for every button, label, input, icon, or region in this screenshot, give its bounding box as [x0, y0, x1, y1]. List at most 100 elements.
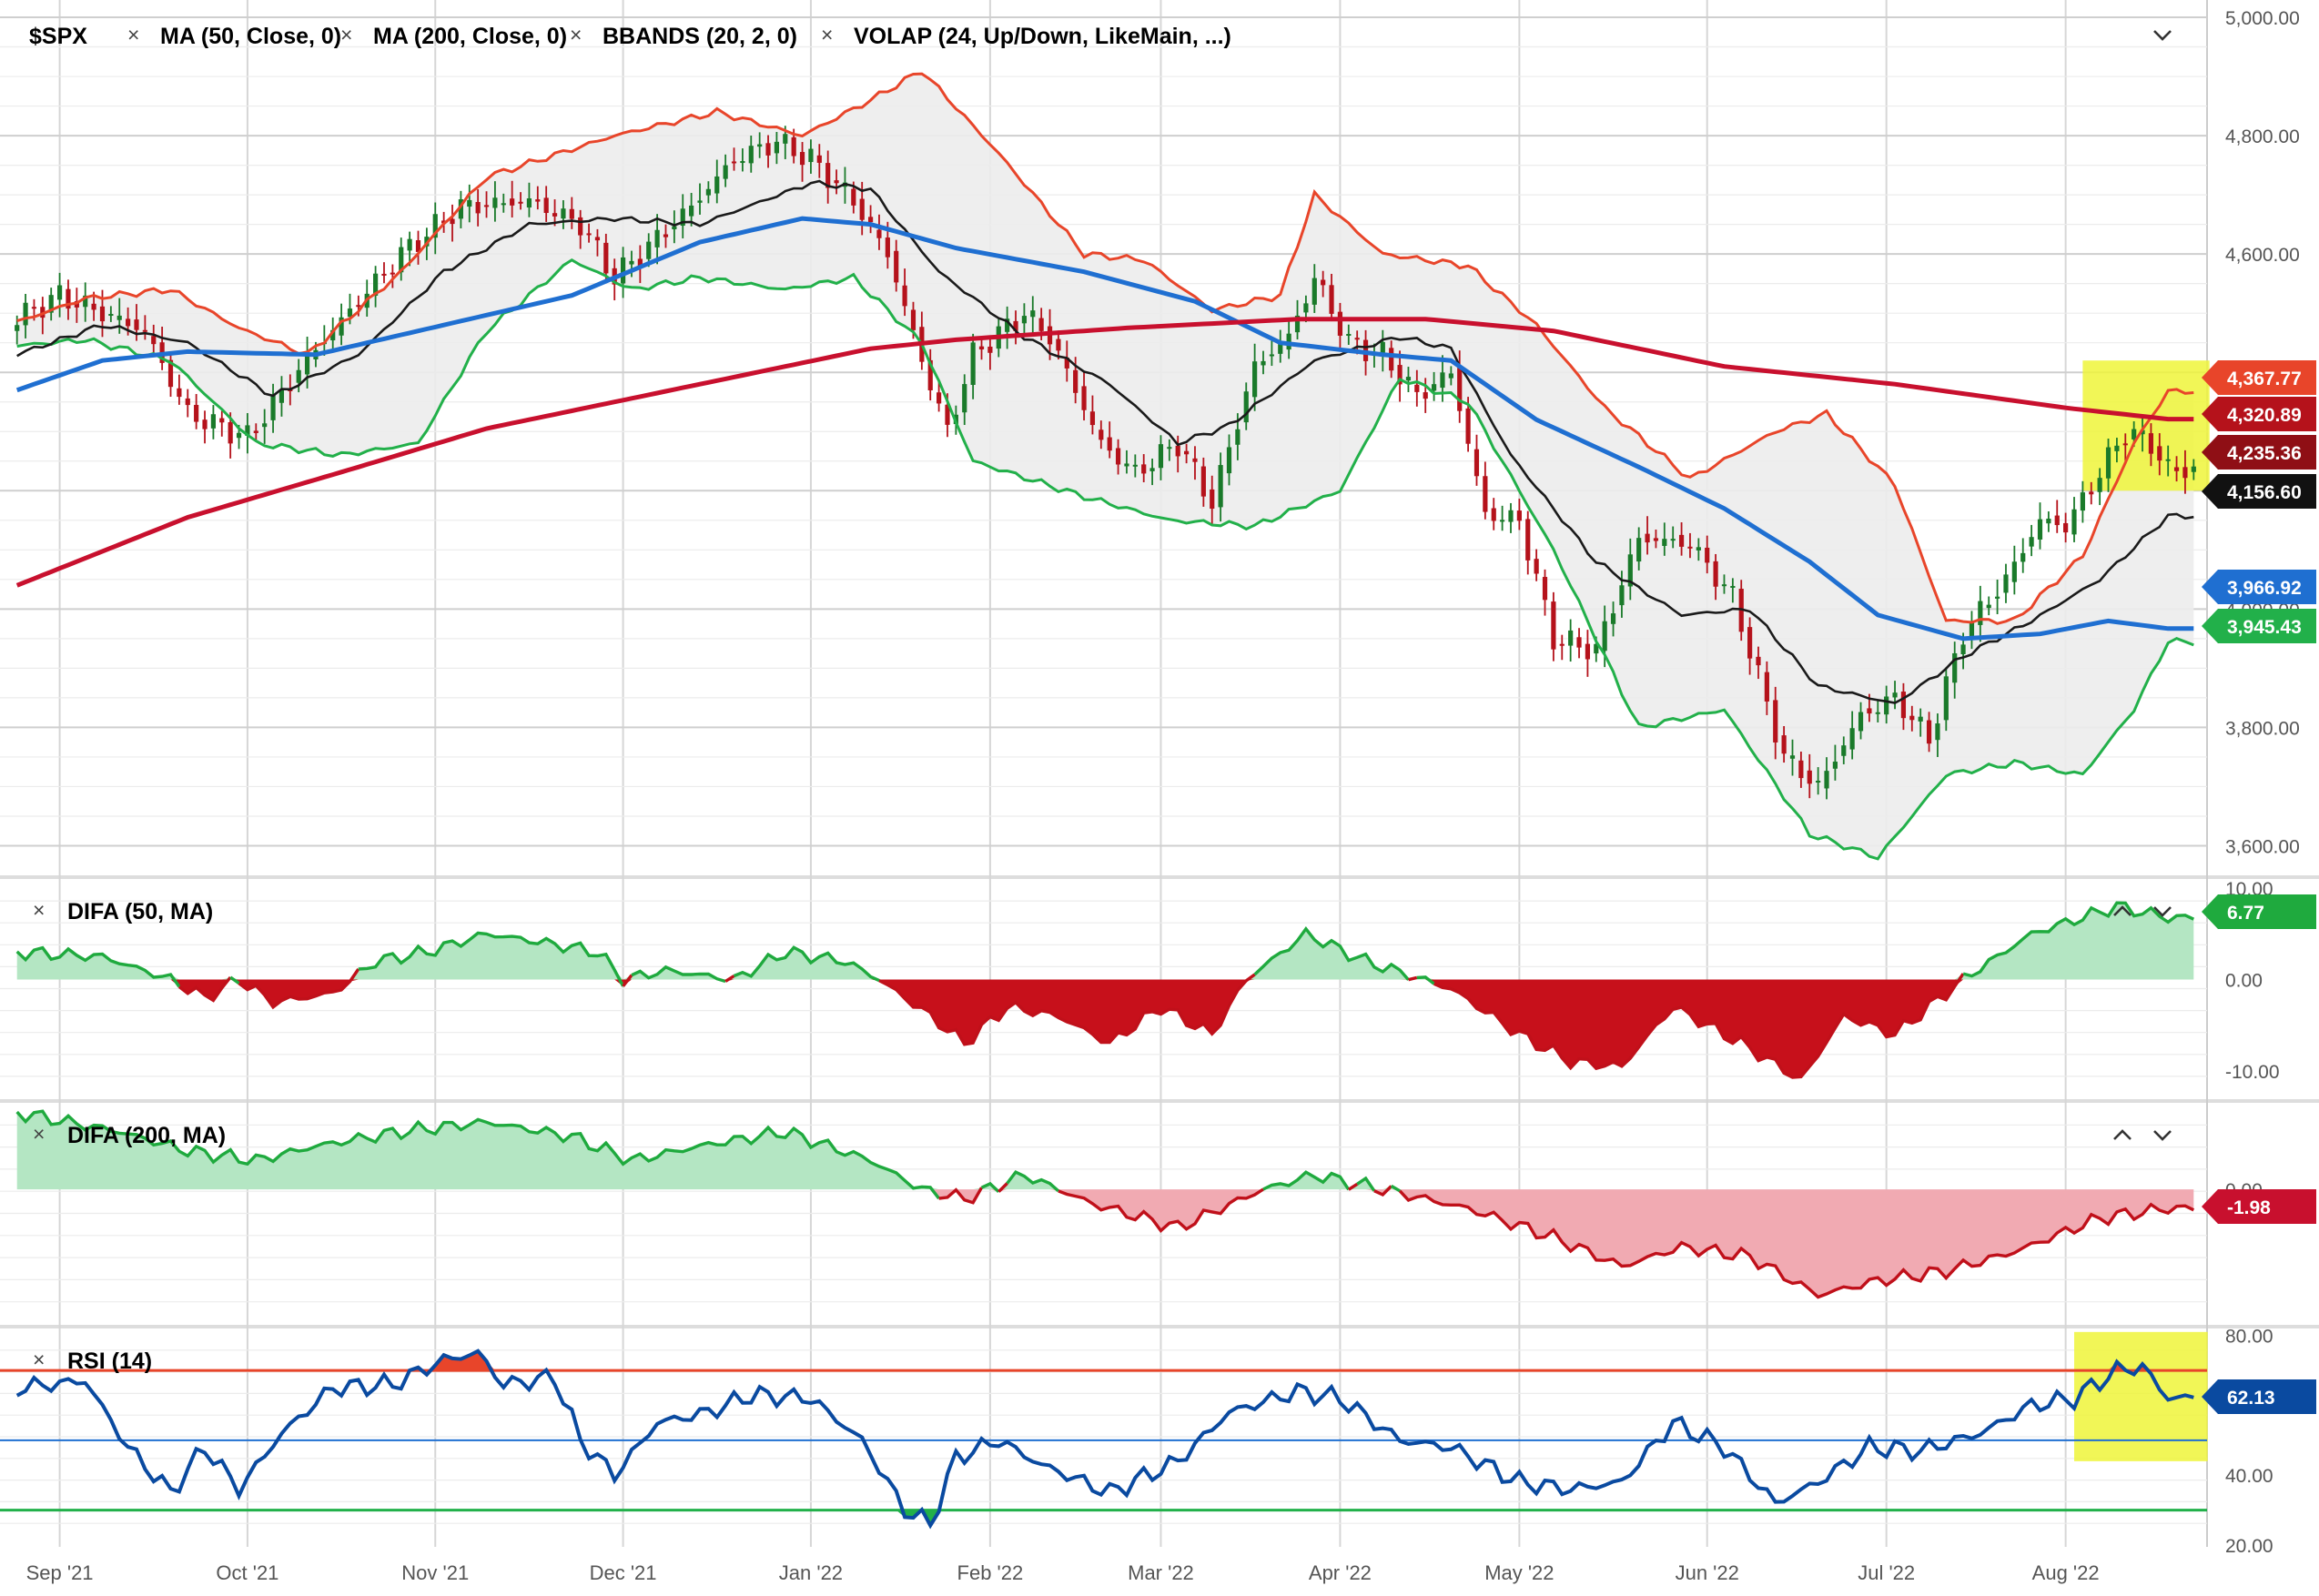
candle[interactable] — [1841, 736, 1847, 764]
candle[interactable] — [978, 338, 985, 360]
legend-item[interactable]: × VOLAP (24, Up/Down, LikeMain, ...) — [821, 23, 1231, 49]
close-icon[interactable]: × — [570, 23, 582, 46]
pane-divider[interactable] — [0, 875, 2319, 879]
candle[interactable] — [415, 230, 421, 265]
candle[interactable] — [834, 169, 839, 195]
close-icon[interactable]: × — [33, 1348, 45, 1371]
candle[interactable] — [1978, 585, 1983, 642]
candle[interactable] — [262, 409, 268, 444]
chevron-down-icon[interactable] — [2153, 1130, 2172, 1141]
candle[interactable] — [1670, 526, 1676, 549]
candle[interactable] — [390, 264, 395, 288]
candle[interactable] — [1721, 574, 1727, 594]
candle[interactable] — [825, 150, 831, 204]
candle[interactable] — [637, 245, 643, 284]
candle[interactable] — [697, 183, 703, 215]
candle[interactable] — [2037, 502, 2043, 550]
candle[interactable] — [1278, 329, 1283, 363]
candle[interactable] — [2165, 445, 2171, 477]
chevron-down-icon[interactable] — [2153, 906, 2172, 917]
candle[interactable] — [1986, 596, 1991, 616]
candle[interactable] — [518, 192, 523, 210]
candle[interactable] — [475, 188, 481, 227]
candle[interactable] — [483, 191, 490, 218]
candle[interactable] — [987, 336, 993, 370]
difa50-pane-title[interactable]: × DIFA (50, MA) — [33, 898, 2172, 924]
legend-item[interactable]: × MA (50, Close, 0) — [127, 23, 341, 49]
candle[interactable] — [1311, 264, 1317, 313]
candle[interactable] — [1576, 628, 1582, 659]
candle[interactable] — [876, 214, 882, 250]
candle[interactable] — [1261, 350, 1266, 375]
candle[interactable] — [672, 210, 677, 244]
candle[interactable] — [1210, 475, 1215, 525]
candle[interactable] — [1884, 685, 1889, 724]
candle[interactable] — [1423, 378, 1428, 413]
candle[interactable] — [116, 298, 122, 334]
candle[interactable] — [1175, 435, 1180, 473]
candle[interactable] — [1405, 367, 1412, 393]
candle[interactable] — [1508, 502, 1514, 533]
candle[interactable] — [1764, 661, 1769, 715]
candle[interactable] — [1525, 510, 1531, 575]
candle[interactable] — [177, 374, 182, 405]
candle[interactable] — [594, 228, 601, 257]
candle[interactable] — [1875, 700, 1880, 722]
candle[interactable] — [1773, 686, 1778, 760]
candle[interactable] — [1158, 435, 1164, 480]
candle[interactable] — [2080, 480, 2085, 523]
candle[interactable] — [1457, 350, 1463, 423]
candle[interactable] — [2011, 545, 2017, 595]
candle[interactable] — [2157, 433, 2162, 476]
candle[interactable] — [194, 394, 199, 429]
candle[interactable] — [1542, 569, 1548, 616]
candle[interactable] — [1218, 452, 1223, 522]
candle[interactable] — [2097, 468, 2102, 506]
candle[interactable] — [1824, 757, 1829, 800]
close-icon[interactable]: × — [33, 898, 45, 922]
candle[interactable] — [1892, 681, 1898, 710]
candle[interactable] — [1926, 712, 1932, 753]
candle[interactable] — [962, 374, 967, 426]
candle[interactable] — [902, 268, 907, 317]
pane-divider[interactable] — [0, 1325, 2319, 1328]
candle[interactable] — [1081, 372, 1087, 421]
candle[interactable] — [1346, 324, 1352, 345]
candle[interactable] — [1636, 527, 1642, 571]
candle[interactable] — [151, 324, 157, 354]
candle[interactable] — [1756, 646, 1761, 680]
candle[interactable] — [202, 410, 208, 444]
candle[interactable] — [1662, 522, 1667, 556]
candle[interactable] — [2191, 459, 2196, 480]
rsi-pane-title[interactable]: × RSI (14) — [33, 1348, 152, 1374]
candle[interactable] — [680, 194, 685, 238]
candle[interactable] — [1414, 369, 1420, 407]
candle[interactable] — [2173, 456, 2180, 482]
candle[interactable] — [1559, 634, 1565, 661]
candle[interactable] — [1473, 434, 1480, 486]
candle[interactable] — [2122, 433, 2128, 461]
candle[interactable] — [867, 205, 874, 234]
candle[interactable] — [1627, 538, 1633, 601]
candle[interactable] — [799, 142, 805, 182]
candle[interactable] — [2089, 481, 2094, 505]
candle[interactable] — [2029, 524, 2034, 557]
chevron-up-icon[interactable] — [2113, 905, 2132, 916]
candle[interactable] — [399, 237, 404, 281]
candle[interactable] — [1832, 744, 1838, 781]
candle[interactable] — [1099, 420, 1104, 450]
candle[interactable] — [1994, 579, 2000, 615]
candle[interactable] — [48, 288, 54, 321]
candle[interactable] — [1730, 578, 1736, 603]
candle[interactable] — [1132, 454, 1138, 478]
legend-item[interactable]: × BBANDS (20, 2, 0) — [570, 23, 797, 49]
candle[interactable] — [1696, 538, 1701, 561]
candle[interactable] — [1030, 296, 1036, 333]
close-icon[interactable]: × — [821, 23, 833, 46]
candle[interactable] — [83, 282, 88, 322]
candle[interactable] — [1200, 457, 1206, 507]
candle[interactable] — [1089, 395, 1096, 435]
candle[interactable] — [1534, 549, 1539, 581]
candle[interactable] — [1568, 619, 1574, 662]
candle[interactable] — [748, 136, 754, 173]
